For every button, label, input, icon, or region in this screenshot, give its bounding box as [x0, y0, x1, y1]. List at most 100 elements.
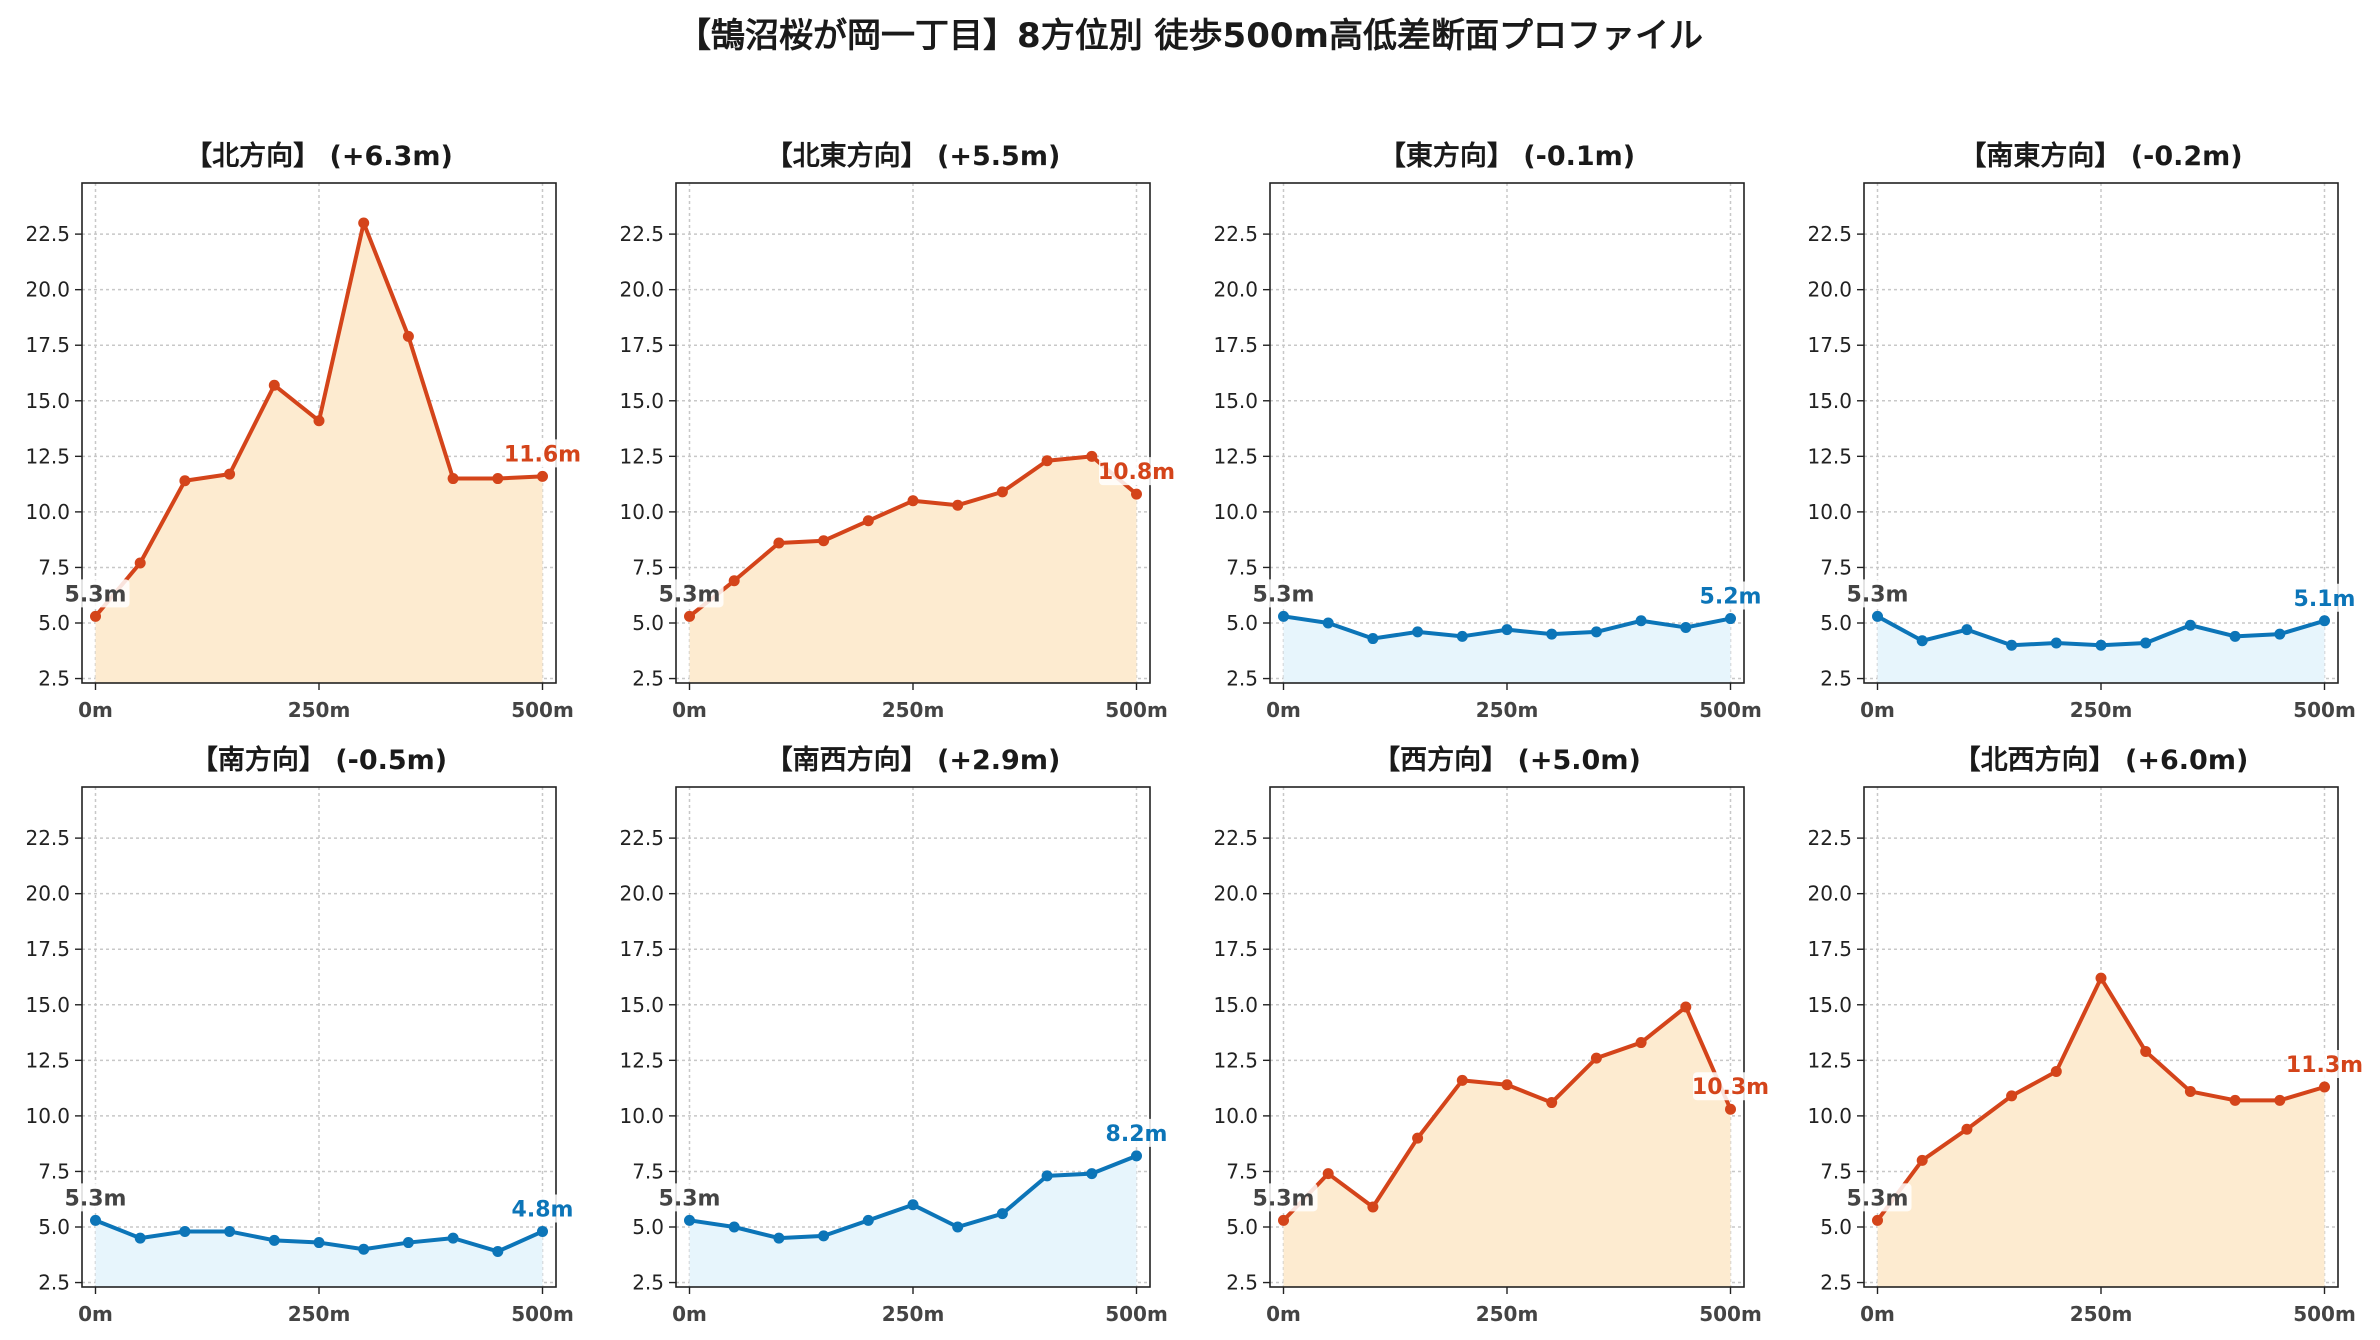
x-tick-label: 500m: [2293, 698, 2356, 722]
end-label-bg: [1105, 1118, 1168, 1147]
data-point: [728, 575, 740, 587]
y-tick-label: 7.5: [1226, 1159, 1258, 1183]
data-point: [2095, 639, 2107, 651]
start-label: 5.3m: [1847, 1186, 1909, 1211]
x-tick-label: 500m: [1105, 1302, 1168, 1326]
y-tick-label: 2.5: [38, 1271, 70, 1295]
area-fill: [95, 223, 543, 683]
chart-title: 【北西方向】 (+6.0m): [1954, 744, 2249, 776]
y-tick-label: 12.5: [25, 444, 70, 468]
end-label: 5.1m: [2294, 587, 2356, 612]
y-tick-label: 22.5: [1807, 222, 1852, 246]
y-tick-label: 17.5: [25, 937, 70, 961]
start-label: 5.3m: [65, 582, 127, 607]
y-tick-label: 2.5: [632, 1271, 664, 1295]
y-tick-label: 15.0: [1807, 993, 1852, 1017]
data-point: [1872, 610, 1883, 622]
start-label: 5.3m: [659, 582, 721, 607]
data-point: [1635, 1037, 1647, 1049]
data-point: [1725, 613, 1736, 625]
figure-title: 【鵠沼桜が岡一丁目】8方位別 徒歩500m高低差断面プロファイル: [677, 16, 1703, 56]
y-tick-label: 2.5: [1820, 1271, 1852, 1295]
data-point: [492, 473, 504, 485]
y-tick-label: 10.0: [1213, 1104, 1258, 1128]
data-point: [1916, 635, 1928, 647]
y-tick-label: 2.5: [1226, 1271, 1258, 1295]
y-tick-label: 15.0: [25, 993, 70, 1017]
area-fill: [1283, 1007, 1731, 1287]
y-tick-label: 12.5: [25, 1048, 70, 1072]
data-point: [179, 475, 191, 487]
data-point: [907, 495, 919, 507]
data-point: [1456, 1074, 1468, 1086]
data-point: [1872, 1214, 1883, 1226]
data-point: [2050, 637, 2062, 649]
data-point: [268, 379, 280, 391]
x-tick-label: 250m: [2070, 1302, 2133, 1326]
y-tick-label: 12.5: [1807, 1048, 1852, 1072]
x-tick-label: 500m: [2293, 1302, 2356, 1326]
y-tick-label: 10.0: [1213, 500, 1258, 524]
end-label-bg: [2287, 1050, 2362, 1078]
y-tick-label: 2.5: [632, 667, 664, 691]
chart-panel-1: 【北東方向】 (+5.5m) 2.5 5.0 7.5 10.0 12.5 15.0 17.5 2…: [619, 140, 1175, 722]
end-label-bg: [1099, 457, 1174, 486]
start-label-bg: [1843, 579, 1912, 608]
y-tick-label: 17.5: [1807, 333, 1852, 357]
end-label: 5.2m: [1700, 585, 1762, 610]
y-tick-label: 10.0: [25, 500, 70, 524]
y-tick-label: 22.5: [25, 826, 70, 850]
y-tick-label: 15.0: [25, 389, 70, 413]
y-tick-label: 5.0: [38, 1215, 70, 1239]
end-label: 11.3m: [2286, 1053, 2363, 1078]
y-tick-label: 5.0: [1226, 611, 1258, 635]
y-tick-label: 22.5: [619, 826, 664, 850]
data-point: [358, 217, 370, 229]
data-point: [2140, 1045, 2152, 1057]
x-tick-label: 250m: [882, 1302, 945, 1326]
start-label-bg: [61, 1183, 130, 1212]
y-tick-label: 7.5: [1226, 555, 1258, 579]
data-point: [862, 515, 874, 527]
end-label: 10.8m: [1098, 460, 1175, 485]
y-tick-label: 20.0: [619, 882, 664, 906]
x-tick-label: 0m: [672, 698, 707, 722]
data-point: [907, 1199, 919, 1211]
data-point: [818, 535, 830, 547]
y-tick-label: 12.5: [619, 1048, 664, 1072]
data-point: [537, 470, 548, 482]
data-point: [313, 415, 325, 427]
y-tick-label: 15.0: [1807, 389, 1852, 413]
data-point: [179, 1225, 191, 1237]
chart-title: 【西方向】 (+5.0m): [1373, 744, 1641, 776]
data-point: [1725, 1103, 1736, 1115]
x-tick-label: 500m: [511, 698, 574, 722]
end-label-bg: [2293, 583, 2356, 612]
chart-panel-7: 【北西方向】 (+6.0m) 2.5 5.0 7.5 10.0 12.5 15.0 17.5 2…: [1807, 744, 2363, 1326]
chart-panel-4: 【南方向】 (-0.5m) 2.5 5.0 7.5 10.0 12.5 15.0 17.5 20…: [25, 744, 573, 1326]
data-point: [1916, 1154, 1928, 1166]
data-point: [224, 1225, 236, 1237]
data-point: [1367, 633, 1379, 645]
y-tick-label: 15.0: [1213, 993, 1258, 1017]
data-point: [492, 1245, 504, 1257]
y-tick-label: 5.0: [38, 611, 70, 635]
y-tick-label: 2.5: [1820, 667, 1852, 691]
y-tick-label: 7.5: [632, 1159, 664, 1183]
y-tick-label: 22.5: [619, 222, 664, 246]
data-point: [1546, 1097, 1558, 1109]
data-point: [1041, 1170, 1053, 1182]
start-label: 5.3m: [1847, 582, 1909, 607]
y-tick-label: 10.0: [25, 1104, 70, 1128]
y-tick-label: 7.5: [1820, 555, 1852, 579]
x-tick-label: 0m: [1860, 1302, 1895, 1326]
y-tick-label: 20.0: [1213, 278, 1258, 302]
y-tick-label: 7.5: [632, 555, 664, 579]
data-point: [684, 610, 695, 622]
data-point: [134, 557, 146, 569]
data-point: [1961, 624, 1973, 636]
y-tick-label: 5.0: [1226, 1215, 1258, 1239]
y-tick-label: 2.5: [38, 667, 70, 691]
data-point: [862, 1214, 874, 1226]
end-label-bg: [511, 1194, 574, 1223]
